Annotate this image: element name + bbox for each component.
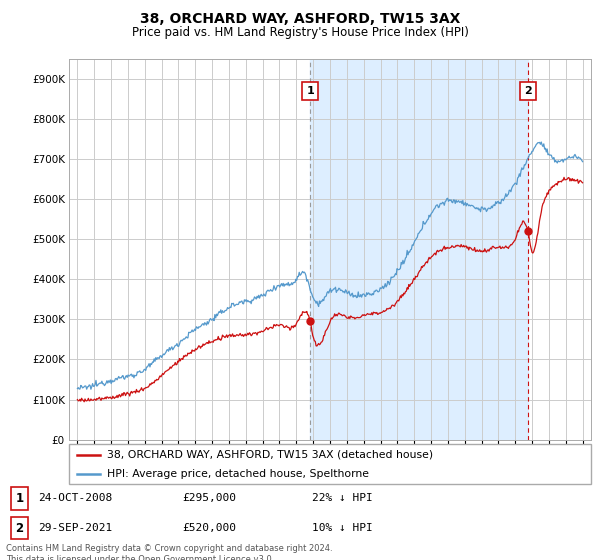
Text: 2: 2	[524, 86, 532, 96]
Text: £520,000: £520,000	[182, 523, 236, 533]
Text: 29-SEP-2021: 29-SEP-2021	[38, 523, 113, 533]
Bar	[310, 59, 528, 440]
Text: 38, ORCHARD WAY, ASHFORD, TW15 3AX: 38, ORCHARD WAY, ASHFORD, TW15 3AX	[140, 12, 460, 26]
Text: Contains HM Land Registry data © Crown copyright and database right 2024.
This d: Contains HM Land Registry data © Crown c…	[6, 544, 332, 560]
Text: 2: 2	[16, 521, 23, 535]
Text: 38, ORCHARD WAY, ASHFORD, TW15 3AX (detached house): 38, ORCHARD WAY, ASHFORD, TW15 3AX (deta…	[107, 450, 433, 460]
FancyBboxPatch shape	[11, 487, 28, 510]
Text: Price paid vs. HM Land Registry's House Price Index (HPI): Price paid vs. HM Land Registry's House …	[131, 26, 469, 39]
Text: 24-OCT-2008: 24-OCT-2008	[38, 493, 113, 503]
Text: 1: 1	[16, 492, 23, 505]
FancyBboxPatch shape	[69, 444, 591, 484]
FancyBboxPatch shape	[11, 517, 28, 539]
Text: £295,000: £295,000	[182, 493, 236, 503]
Text: HPI: Average price, detached house, Spelthorne: HPI: Average price, detached house, Spel…	[107, 469, 368, 478]
Text: 10% ↓ HPI: 10% ↓ HPI	[312, 523, 373, 533]
Text: 1: 1	[306, 86, 314, 96]
Text: 22% ↓ HPI: 22% ↓ HPI	[312, 493, 373, 503]
